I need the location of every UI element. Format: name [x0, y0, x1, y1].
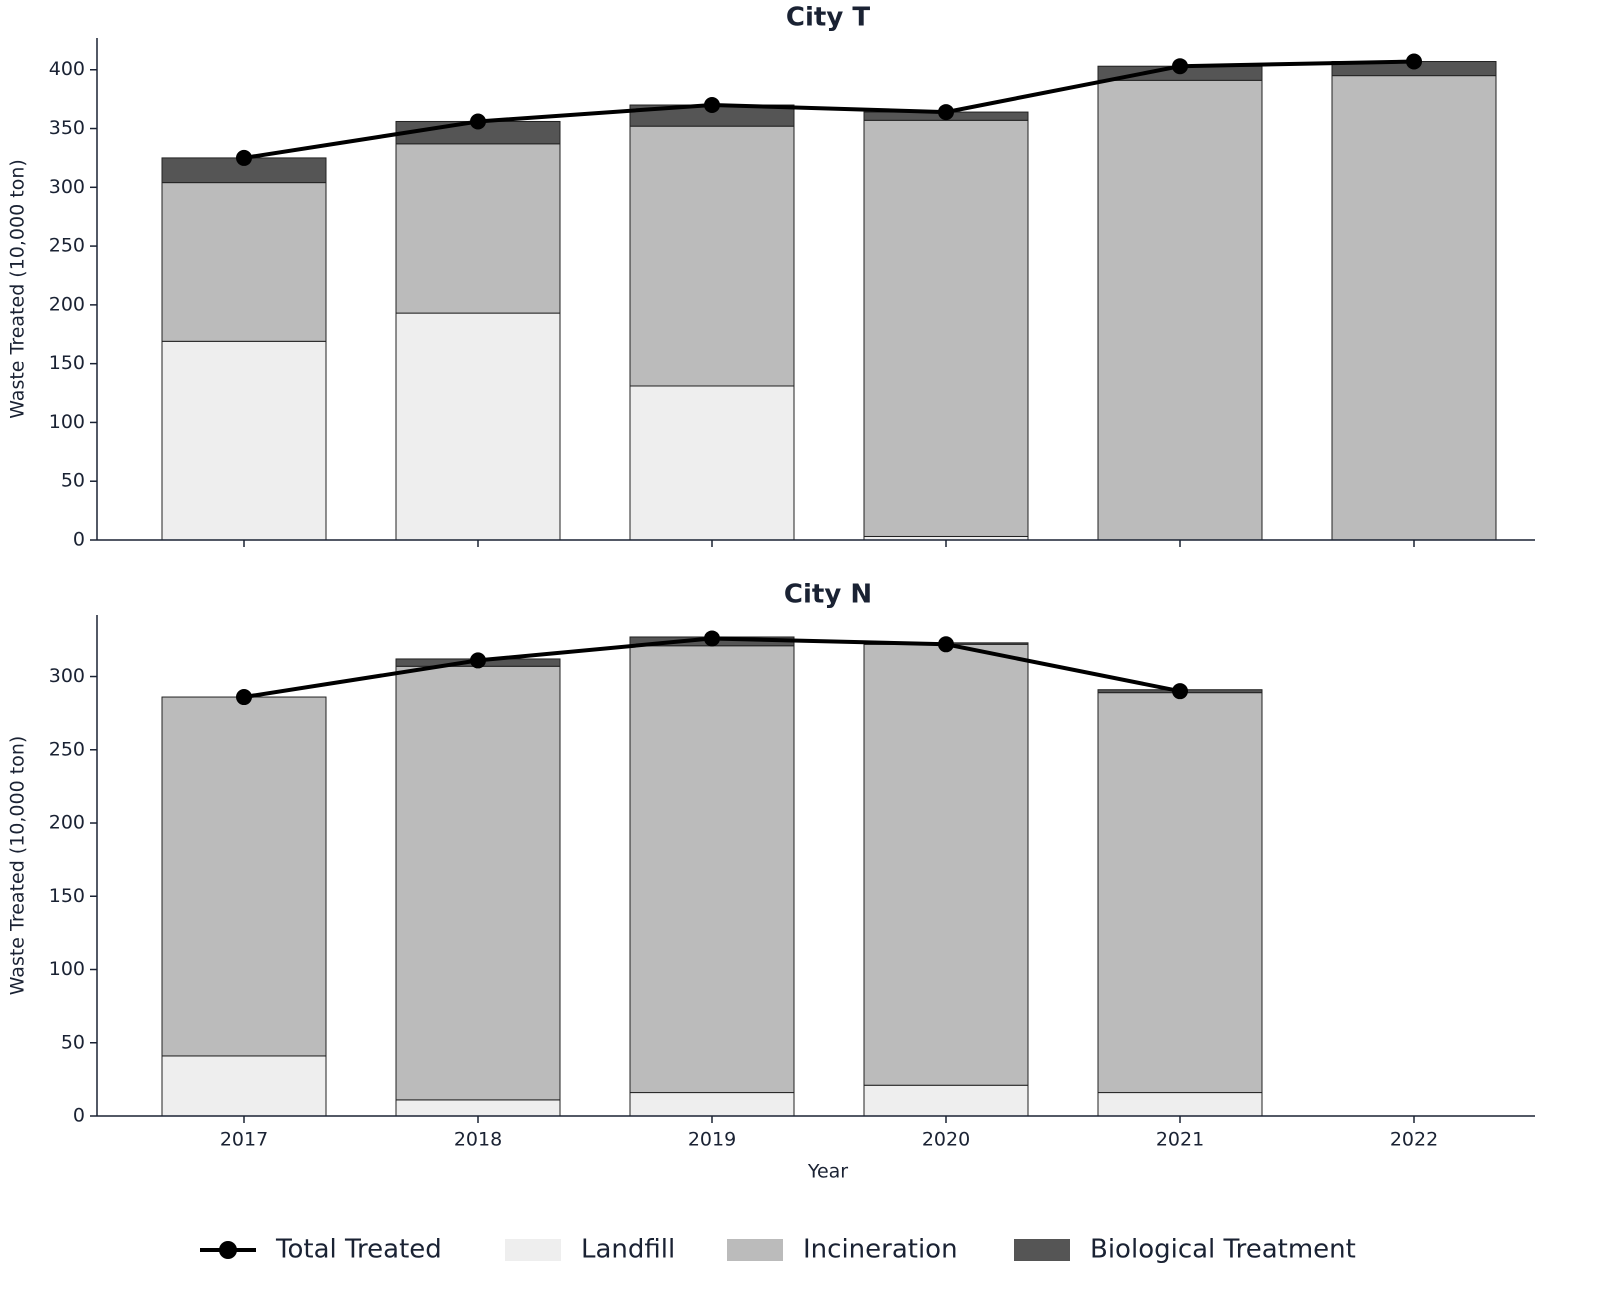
y-tick-label: 300: [49, 665, 85, 687]
bar-segment: [863, 1084, 1029, 1117]
legend-swatch: [505, 1239, 561, 1261]
bar-segment: [863, 119, 1029, 537]
total-marker: [470, 113, 486, 130]
bar-segment: [1097, 692, 1263, 1094]
bar-segment: [395, 1099, 561, 1117]
chart-title: City N: [784, 580, 872, 610]
x-tick-label: 2019: [688, 1129, 736, 1151]
total-marker: [704, 630, 720, 647]
x-tick-label: 2020: [922, 1129, 970, 1151]
bar-segment: [1097, 1092, 1263, 1117]
bar-segment: [161, 1055, 327, 1117]
legend-swatch: [727, 1239, 783, 1261]
bar-segment: [395, 312, 561, 541]
x-tick-label: 2022: [1390, 1129, 1438, 1151]
y-tick-label: 400: [49, 58, 85, 80]
y-axis-label: Waste Treated (10,000 ton): [7, 736, 29, 996]
y-tick-label: 150: [49, 885, 85, 907]
y-tick-label: 100: [49, 411, 85, 433]
x-tick-label: 2018: [454, 1129, 502, 1151]
bar-segment: [629, 385, 795, 541]
total-marker: [1172, 683, 1188, 700]
y-tick-label: 50: [61, 1031, 85, 1053]
total-marker: [236, 149, 252, 166]
bar-segment: [629, 645, 795, 1094]
y-tick-label: 150: [49, 352, 85, 374]
legend-marker: [219, 1241, 237, 1259]
x-tick-label: 2021: [1156, 1129, 1204, 1151]
bar-segment: [395, 665, 561, 1101]
legend-label: Incineration: [803, 1235, 958, 1265]
chart-title: City T: [786, 3, 870, 33]
bar-segment: [161, 182, 327, 342]
y-tick-label: 350: [49, 117, 85, 139]
total-marker: [470, 652, 486, 669]
x-axis-label: Year: [807, 1161, 848, 1183]
bar-segment: [161, 696, 327, 1057]
y-tick-label: 250: [49, 738, 85, 760]
bar-segment: [863, 643, 1029, 1086]
y-tick-label: 0: [73, 529, 85, 551]
total-line: [243, 59, 1415, 160]
total-marker: [236, 689, 252, 706]
x-tick-label: 2017: [220, 1129, 268, 1151]
bar-segment: [629, 125, 795, 387]
bar-segment: [395, 143, 561, 314]
y-axis-label: Waste Treated (10,000 ton): [7, 159, 29, 419]
bar-segment: [629, 1092, 795, 1117]
total-marker: [1406, 53, 1422, 70]
total-marker: [938, 636, 954, 653]
legend-swatch: [1014, 1239, 1070, 1261]
y-tick-label: 0: [73, 1105, 85, 1127]
bar-segment: [1331, 75, 1497, 541]
bar-segment: [161, 340, 327, 541]
y-tick-label: 200: [49, 293, 85, 315]
legend-label: Biological Treatment: [1090, 1235, 1356, 1265]
y-tick-label: 200: [49, 812, 85, 834]
y-tick-label: 300: [49, 176, 85, 198]
bar-segment: [1097, 79, 1263, 541]
total-marker: [1172, 58, 1188, 75]
legend-label: Total Treated: [275, 1235, 442, 1265]
y-tick-label: 50: [61, 470, 85, 492]
total-marker: [938, 104, 954, 121]
y-tick-label: 100: [49, 958, 85, 980]
y-tick-label: 250: [49, 235, 85, 257]
total-marker: [704, 97, 720, 114]
legend-label: Landfill: [581, 1235, 675, 1265]
